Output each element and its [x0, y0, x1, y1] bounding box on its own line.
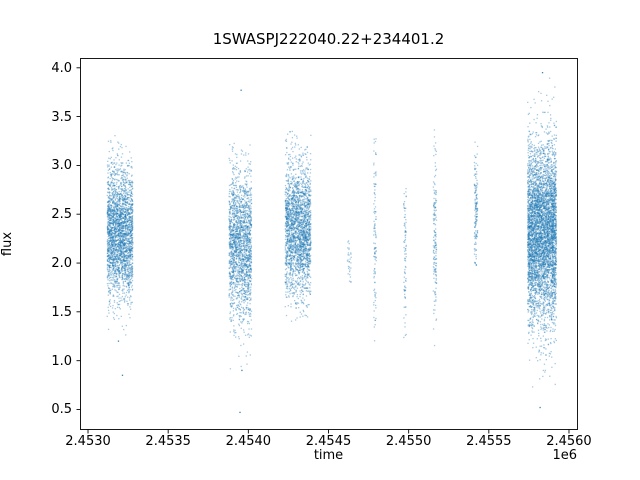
y-tick-label: 2.5: [51, 207, 72, 223]
x-axis-label: time: [313, 448, 344, 463]
y-tick-label: 3.0: [51, 158, 72, 174]
chart-title: 1SWASPJ222040.22+234401.2: [212, 30, 445, 48]
y-tick-label: 3.5: [51, 109, 72, 125]
x-tick-label: 2.4545: [305, 434, 352, 449]
x-tick-label: 2.4560: [546, 434, 592, 449]
y-tick-label: 2.0: [51, 256, 72, 272]
x-tick-label: 2.4530: [65, 434, 111, 449]
y-tick-label: 0.5: [51, 402, 72, 418]
x-tick-label: 2.4555: [466, 434, 512, 449]
x-tick-label: 2.4550: [385, 434, 432, 449]
x-tick-label: 2.4540: [225, 434, 272, 449]
x-axis-offset-text: 1e6: [552, 448, 577, 463]
y-tick-label: 1.5: [51, 304, 72, 320]
y-tick-label: 1.0: [51, 353, 72, 369]
y-tick-label: 4.0: [51, 60, 72, 76]
y-axis-label: flux: [0, 231, 15, 257]
x-tick-label: 2.4535: [145, 434, 191, 449]
